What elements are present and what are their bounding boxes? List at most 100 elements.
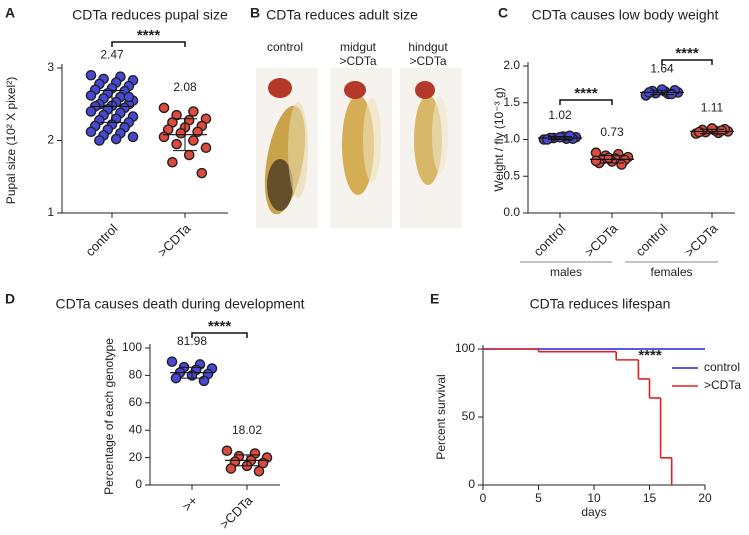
data-point <box>170 372 182 384</box>
panel-letter: B <box>250 5 260 21</box>
x-tick-label: >+ <box>179 493 200 514</box>
data-point <box>167 156 178 168</box>
data-point <box>85 126 97 138</box>
mean-label: 2.47 <box>100 47 124 61</box>
data-point <box>175 127 187 139</box>
image-label: hindgut <box>408 40 448 54</box>
data-point <box>200 142 212 154</box>
panel-letter: D <box>5 291 15 307</box>
y-tick-label: 80 <box>129 368 143 382</box>
y-tick-label: 40 <box>129 422 143 436</box>
x-tick-label: >CDTa <box>217 492 257 530</box>
data-point <box>158 131 170 143</box>
y-tick-label: 1 <box>47 205 54 219</box>
panel-title: CDTa reduces adult size <box>266 7 418 23</box>
data-point <box>225 463 237 474</box>
panel-title: CDTa causes death during development <box>55 296 304 312</box>
y-tick-label: 60 <box>129 395 143 409</box>
y-tick-label: 1.5 <box>503 95 520 109</box>
significance-label: **** <box>675 45 699 62</box>
significance-bracket <box>191 332 248 338</box>
data-point <box>183 149 195 161</box>
significance-label: **** <box>208 318 232 335</box>
image-label: >CDTa <box>339 54 376 68</box>
y-tick-label: 100 <box>122 340 142 354</box>
y-axis-label: Pupal size (10² X pixel²) <box>4 77 18 204</box>
y-tick-label: 2.0 <box>503 58 520 72</box>
data-point <box>127 131 139 143</box>
data-point <box>253 465 265 477</box>
x-tick-label: 20 <box>698 491 712 505</box>
x-tick-label: >CDTa <box>582 220 622 260</box>
data-point <box>94 135 105 146</box>
x-tick-label: 15 <box>643 491 657 505</box>
x-tick-label: control <box>530 221 568 259</box>
mean-label: 1.02 <box>548 108 572 122</box>
data-point <box>716 125 727 136</box>
significance-bracket <box>661 59 713 65</box>
y-tick-label: 0.5 <box>503 168 520 182</box>
panel-title: CDTa reduces lifespan <box>530 296 671 312</box>
data-point <box>666 88 677 100</box>
data-point <box>85 106 97 117</box>
x-axis-label: days <box>581 505 606 519</box>
mean-label: 1.11 <box>701 101 724 115</box>
y-tick-label: 20 <box>129 450 143 464</box>
y-tick-label: 2 <box>47 133 54 147</box>
y-tick-label: 0 <box>135 477 142 491</box>
legend-label: control <box>704 360 740 374</box>
data-point <box>123 91 135 103</box>
x-tick-label: >CDTa <box>682 220 722 260</box>
y-tick-label: 0 <box>468 477 475 491</box>
data-point <box>166 356 178 368</box>
x-tick-label: 5 <box>535 491 542 505</box>
group-label: males <box>550 265 582 279</box>
significance-bracket <box>111 41 186 47</box>
y-axis-label: Weight / fly (10⁻³ g) <box>492 87 506 191</box>
image-label: >CDTa <box>409 54 446 68</box>
y-tick-label: 0.0 <box>503 205 520 219</box>
data-point <box>110 133 122 145</box>
panel-title: CDTa causes low body weight <box>532 7 719 23</box>
x-tick-label: 0 <box>480 491 487 505</box>
data-point <box>85 90 97 101</box>
y-tick-label: 100 <box>455 341 475 355</box>
panel-title: CDTa reduces pupal size <box>72 7 228 23</box>
mean-label: 2.08 <box>173 80 197 94</box>
mean-label: 0.73 <box>600 125 624 139</box>
y-tick-label: 50 <box>462 409 476 423</box>
mean-label: 18.02 <box>232 423 262 437</box>
image-label: midgut <box>340 40 377 54</box>
data-point <box>221 445 233 457</box>
data-point <box>693 126 705 138</box>
data-point <box>198 375 210 387</box>
data-point <box>590 155 602 167</box>
mean-label: 81.98 <box>177 334 207 348</box>
data-point <box>196 167 208 179</box>
significance-label: **** <box>574 85 598 102</box>
data-point <box>85 69 97 81</box>
data-point <box>171 138 182 150</box>
legend-label: >CDTa <box>704 378 741 392</box>
x-tick-label: control <box>632 221 670 259</box>
x-tick-label: control <box>82 221 120 259</box>
panel-letter: A <box>5 5 15 21</box>
x-tick-label: >CDTa <box>155 220 195 260</box>
significance-label: **** <box>137 27 161 44</box>
data-point <box>188 106 199 117</box>
data-point <box>158 102 170 114</box>
significance-label: **** <box>638 347 662 364</box>
y-tick-label: 1.0 <box>503 132 520 146</box>
y-tick-label: 3 <box>47 60 54 74</box>
x-tick-label: 10 <box>587 491 601 505</box>
panel-letter: E <box>430 291 439 307</box>
fly-photos <box>256 68 462 228</box>
group-label: females <box>650 265 692 279</box>
y-axis-label: Percentage of each genotype <box>102 338 116 495</box>
image-label: control <box>267 40 303 54</box>
significance-bracket <box>559 99 613 105</box>
y-axis-label: Percent survival <box>434 374 448 459</box>
data-point <box>616 159 627 170</box>
data-point <box>188 135 199 146</box>
